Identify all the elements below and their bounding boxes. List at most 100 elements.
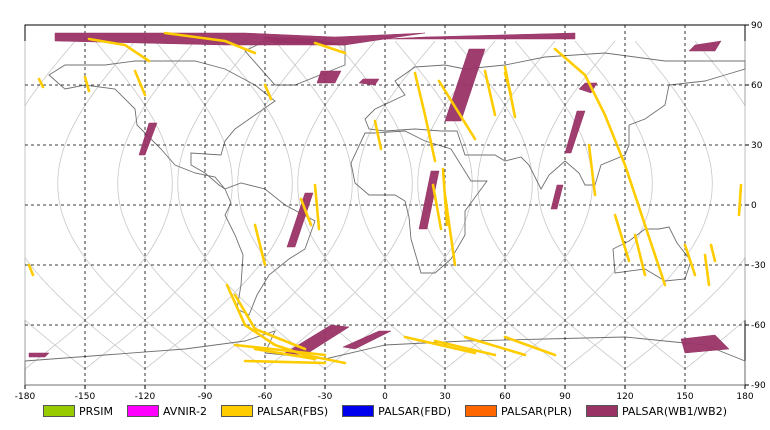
orbit-track <box>537 40 686 370</box>
legend-swatch <box>585 405 618 417</box>
fbs-strip <box>263 83 273 101</box>
wb-swath <box>316 70 342 84</box>
wb-swath <box>688 40 722 52</box>
fbs-strip <box>225 283 347 365</box>
fbs-strip <box>163 31 257 55</box>
legend-item-palsar-plr: PALSAR(PLR) <box>465 405 572 418</box>
fbs-strip <box>503 335 557 357</box>
fbs-strip <box>37 77 45 89</box>
fbs-strip <box>431 183 443 231</box>
coastline <box>48 60 276 190</box>
wb-swath <box>384 32 576 40</box>
fbs-strip <box>709 243 717 263</box>
fbs-strip <box>403 335 477 355</box>
palsar-fbs-strips <box>27 31 743 365</box>
fbs-strip <box>413 71 437 163</box>
orbit-track <box>237 40 386 370</box>
fbs-strip <box>133 69 147 97</box>
x-tick-label: -120 <box>135 392 156 400</box>
fbs-strip <box>253 223 267 267</box>
wb-swath <box>358 78 380 86</box>
fbs-strip <box>233 293 307 351</box>
fbs-strip <box>243 359 327 365</box>
coastline <box>24 330 746 386</box>
y-tick-label: -30 <box>751 261 766 271</box>
fbs-strip <box>433 339 497 357</box>
fbs-strip <box>683 243 697 277</box>
wb-swath <box>444 48 486 122</box>
wb-swath <box>680 334 730 354</box>
x-tick-label: 180 <box>736 392 753 400</box>
wb-swath <box>342 330 392 350</box>
x-tick-label: 90 <box>559 392 571 400</box>
fbs-strip <box>463 335 527 357</box>
x-tick-label: 60 <box>499 392 511 400</box>
legend-swatch <box>465 405 498 417</box>
coastline <box>224 182 316 316</box>
y-tick-label: 90 <box>751 21 763 31</box>
palsar-wb-swaths <box>28 32 730 358</box>
fbs-strip <box>27 263 35 277</box>
legend-swatch <box>220 405 253 417</box>
legend-label: PALSAR(FBD) <box>378 404 452 418</box>
x-tick-label: -90 <box>198 392 213 400</box>
fbs-strip <box>87 37 151 63</box>
wb-swath <box>550 184 564 210</box>
axis-ticks: -180 -150 -120 -90 -60 -30 0 30 60 90 120 150 180 90 6… <box>15 21 766 400</box>
coastline <box>612 226 692 282</box>
fbs-strip <box>437 79 477 141</box>
legend-item-palsar-fbd: PALSAR(FBD) <box>342 405 451 418</box>
legend-label: PALSAR(WB1/WB2) <box>621 404 728 418</box>
legend-swatch <box>126 405 159 417</box>
fbs-strip <box>553 47 667 287</box>
wb-swath <box>264 36 346 46</box>
y-tick-label: 30 <box>751 141 763 151</box>
legend-swatch <box>342 405 375 417</box>
y-tick-label: -90 <box>751 381 766 391</box>
wb-swath <box>28 352 50 358</box>
legend-item-palsar-fbs: PALSAR(FBS) <box>220 404 329 418</box>
fbs-strip <box>233 343 327 357</box>
wb-swath <box>138 122 158 156</box>
legend-swatch <box>42 405 75 417</box>
x-tick-label: -60 <box>258 392 273 400</box>
legend-item-prism: PRSIM <box>42 404 113 418</box>
y-tick-label: 60 <box>751 81 763 91</box>
legend-item-palsar-wb: PALSAR(WB1/WB2) <box>585 404 728 418</box>
fbs-strip <box>703 253 711 287</box>
y-tick-label: 0 <box>751 201 757 211</box>
coverage-map: -180 -150 -120 -90 -60 -30 0 30 60 90 120 150 180 90 6… <box>15 21 766 400</box>
legend-label: PALSAR(FBS) <box>256 404 329 418</box>
x-tick-label: -150 <box>75 392 96 400</box>
legend-label: PRSIM <box>78 404 113 418</box>
x-tick-label: 30 <box>439 392 451 400</box>
orbit-track <box>357 40 506 370</box>
legend-label: AVNIR-2 <box>162 404 207 418</box>
fbs-strip <box>83 75 91 93</box>
x-tick-label: 0 <box>382 392 388 400</box>
orbit-track <box>117 40 266 370</box>
x-tick-label: -30 <box>318 392 333 400</box>
fbs-strip <box>253 347 317 361</box>
wb-swath <box>564 110 586 154</box>
fbs-strip <box>503 71 513 97</box>
fbs-strip <box>633 233 647 277</box>
wb-swath <box>286 192 314 248</box>
fbs-strip <box>299 197 313 227</box>
fbs-strip <box>483 69 497 117</box>
fbs-strip <box>587 143 597 197</box>
fbs-strip <box>613 213 631 263</box>
fbs-strip <box>373 119 383 151</box>
x-tick-label: 120 <box>616 392 633 400</box>
y-tick-label: -60 <box>751 321 766 331</box>
fbs-strip <box>313 41 347 55</box>
x-tick-label: -180 <box>15 392 36 400</box>
fbs-strip <box>737 183 743 217</box>
legend-label: PALSAR(PLR) <box>501 404 572 418</box>
fbs-strip <box>313 183 321 231</box>
coastline <box>350 130 488 274</box>
legend: PRSIM AVNIR-2 PALSAR(FBS) PALSAR(FBD) PA… <box>0 400 770 422</box>
legend-item-avnir2: AVNIR-2 <box>126 404 207 418</box>
orbit-track <box>177 40 326 370</box>
x-tick-label: 150 <box>676 392 693 400</box>
